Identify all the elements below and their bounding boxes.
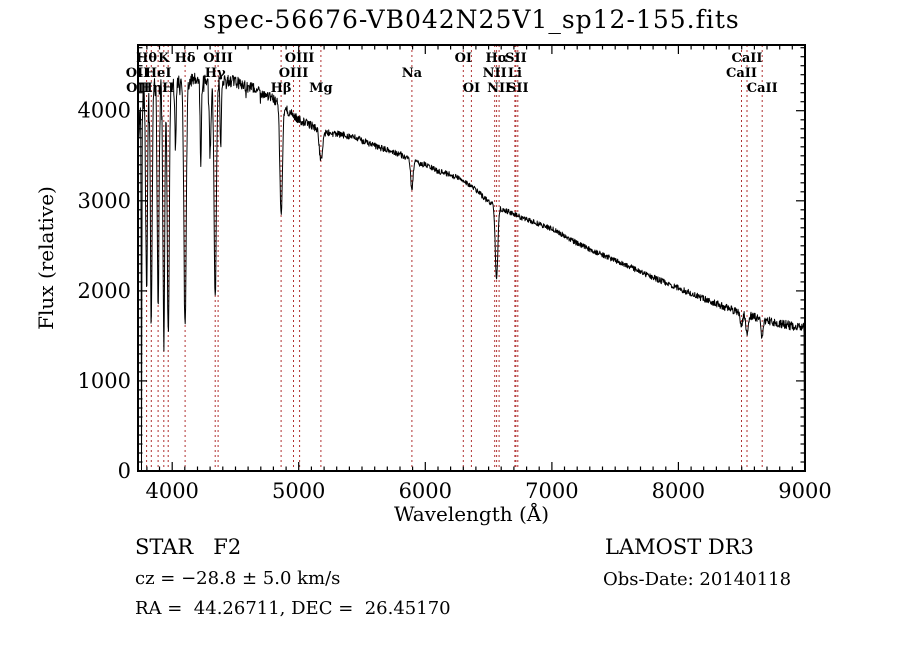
line-marker-label: Mg (309, 81, 332, 96)
line-marker-label: Hγ (205, 66, 226, 81)
line-marker-label: Hη (140, 81, 162, 96)
y-tick-label: 1000 (78, 369, 131, 393)
spectrum-trace (137, 72, 805, 471)
line-marker-label: OIII (203, 51, 233, 66)
x-tick-label: 4000 (145, 479, 198, 503)
x-axis-label: Wavelength (Å) (393, 502, 550, 526)
line-marker-label: Hα (485, 51, 507, 66)
line-marker-label: CaII (747, 81, 778, 96)
line-marker-label: OIII (279, 66, 309, 81)
obs-date-annotation: Obs-Date: 20140118 (603, 569, 792, 590)
x-tick-label: 7000 (525, 479, 578, 503)
line-marker-label: HeI (145, 66, 172, 81)
line-marker-label: OIII (285, 51, 315, 66)
star-class-annotation: STAR F2 (135, 535, 242, 559)
line-marker-label: CaII (732, 51, 763, 66)
plot-title: spec-56676-VB042N25V1_sp12-155.fits (203, 5, 740, 34)
y-tick-label: 0 (118, 459, 131, 483)
cz-annotation: cz = −28.8 ± 5.0 km/s (135, 568, 341, 589)
line-marker-label: Hδ (175, 51, 196, 66)
line-marker-label: SII (507, 81, 529, 96)
line-marker-label: NII (483, 66, 507, 81)
y-axis-label: Flux (relative) (34, 186, 58, 330)
plot-frame (137, 44, 806, 472)
ra-dec-annotation: RA = 44.26711, DEC = 26.45170 (135, 598, 451, 619)
line-marker-label: Hβ (271, 81, 292, 96)
line-marker-label: Na (402, 66, 423, 81)
x-tick-label: 9000 (778, 479, 831, 503)
line-marker-label: Hθ (136, 51, 157, 66)
x-tick-label: 6000 (399, 479, 452, 503)
survey-annotation: LAMOST DR3 (605, 535, 754, 559)
line-marker-label: Li (508, 66, 522, 81)
x-tick-label: 8000 (652, 479, 705, 503)
line-marker-label: K (158, 51, 170, 66)
line-marker-label: CaII (726, 66, 757, 81)
line-marker-label: OI (455, 51, 472, 66)
line-marker-label: NII (487, 81, 511, 96)
y-tick-label: 4000 (78, 99, 131, 123)
x-tick-label: 5000 (272, 479, 325, 503)
line-marker-label: OI (463, 81, 480, 96)
line-marker-label: SII (505, 51, 527, 66)
y-tick-label: 2000 (78, 279, 131, 303)
y-tick-label: 3000 (78, 189, 131, 213)
